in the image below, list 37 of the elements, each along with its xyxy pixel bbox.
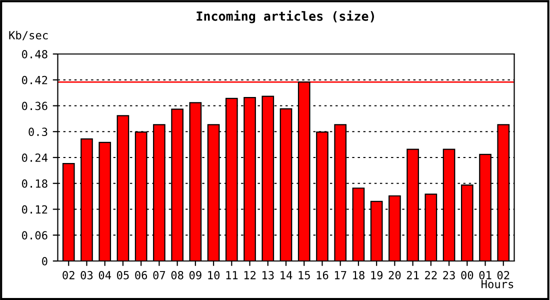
y-tick-label: 0.06 [22,231,48,240]
x-tick-label: 06 [135,270,148,280]
x-tick-label: 18 [353,270,364,280]
x-tick-label: 09 [189,270,202,280]
x-tick-label: 12 [244,270,256,280]
y-tick-label: 0.36 [22,102,48,110]
y-tick-label: 0.3 [28,128,48,136]
y-tick-label: 0.12 [22,205,48,214]
y-tick-label: 0.48 [22,50,48,58]
x-tick-label: 20 [388,270,401,280]
x-tick-label: 05 [116,270,129,280]
x-axis-title: Hours [482,280,514,288]
x-tick-label: 17 [334,271,346,280]
x-tick-label: 22 [425,270,437,280]
x-tick-label: 02 [62,270,74,280]
x-tick-label: 01 [479,270,492,280]
y-tick-label: 0.42 [22,76,48,84]
x-tick-label: 19 [371,270,383,280]
y-tick-label: 0 [42,257,48,266]
y-tick-label: 0.18 [22,179,48,188]
x-tick-label: 00 [461,270,474,280]
chart-title: Incoming articles (size) [196,10,374,24]
x-tick-label: 08 [171,270,184,280]
x-tick-label: 02 [497,270,510,280]
x-tick-label: 21 [406,270,419,280]
x-tick-label: 04 [98,270,112,280]
x-tick-label: 23 [443,270,455,280]
y-tick-label: 0.24 [22,154,48,162]
x-tick-label: 07 [153,270,166,280]
x-tick-label: 03 [80,270,93,280]
x-tick-label: 15 [298,271,310,280]
x-tick-label: 10 [208,270,220,280]
x-tick-label: 14 [280,271,292,280]
y-axis-title: Kb/sec [9,30,48,40]
x-tick-label: 13 [262,270,274,280]
x-tick-label: 11 [226,271,238,280]
x-tick-label: 16 [316,270,328,280]
